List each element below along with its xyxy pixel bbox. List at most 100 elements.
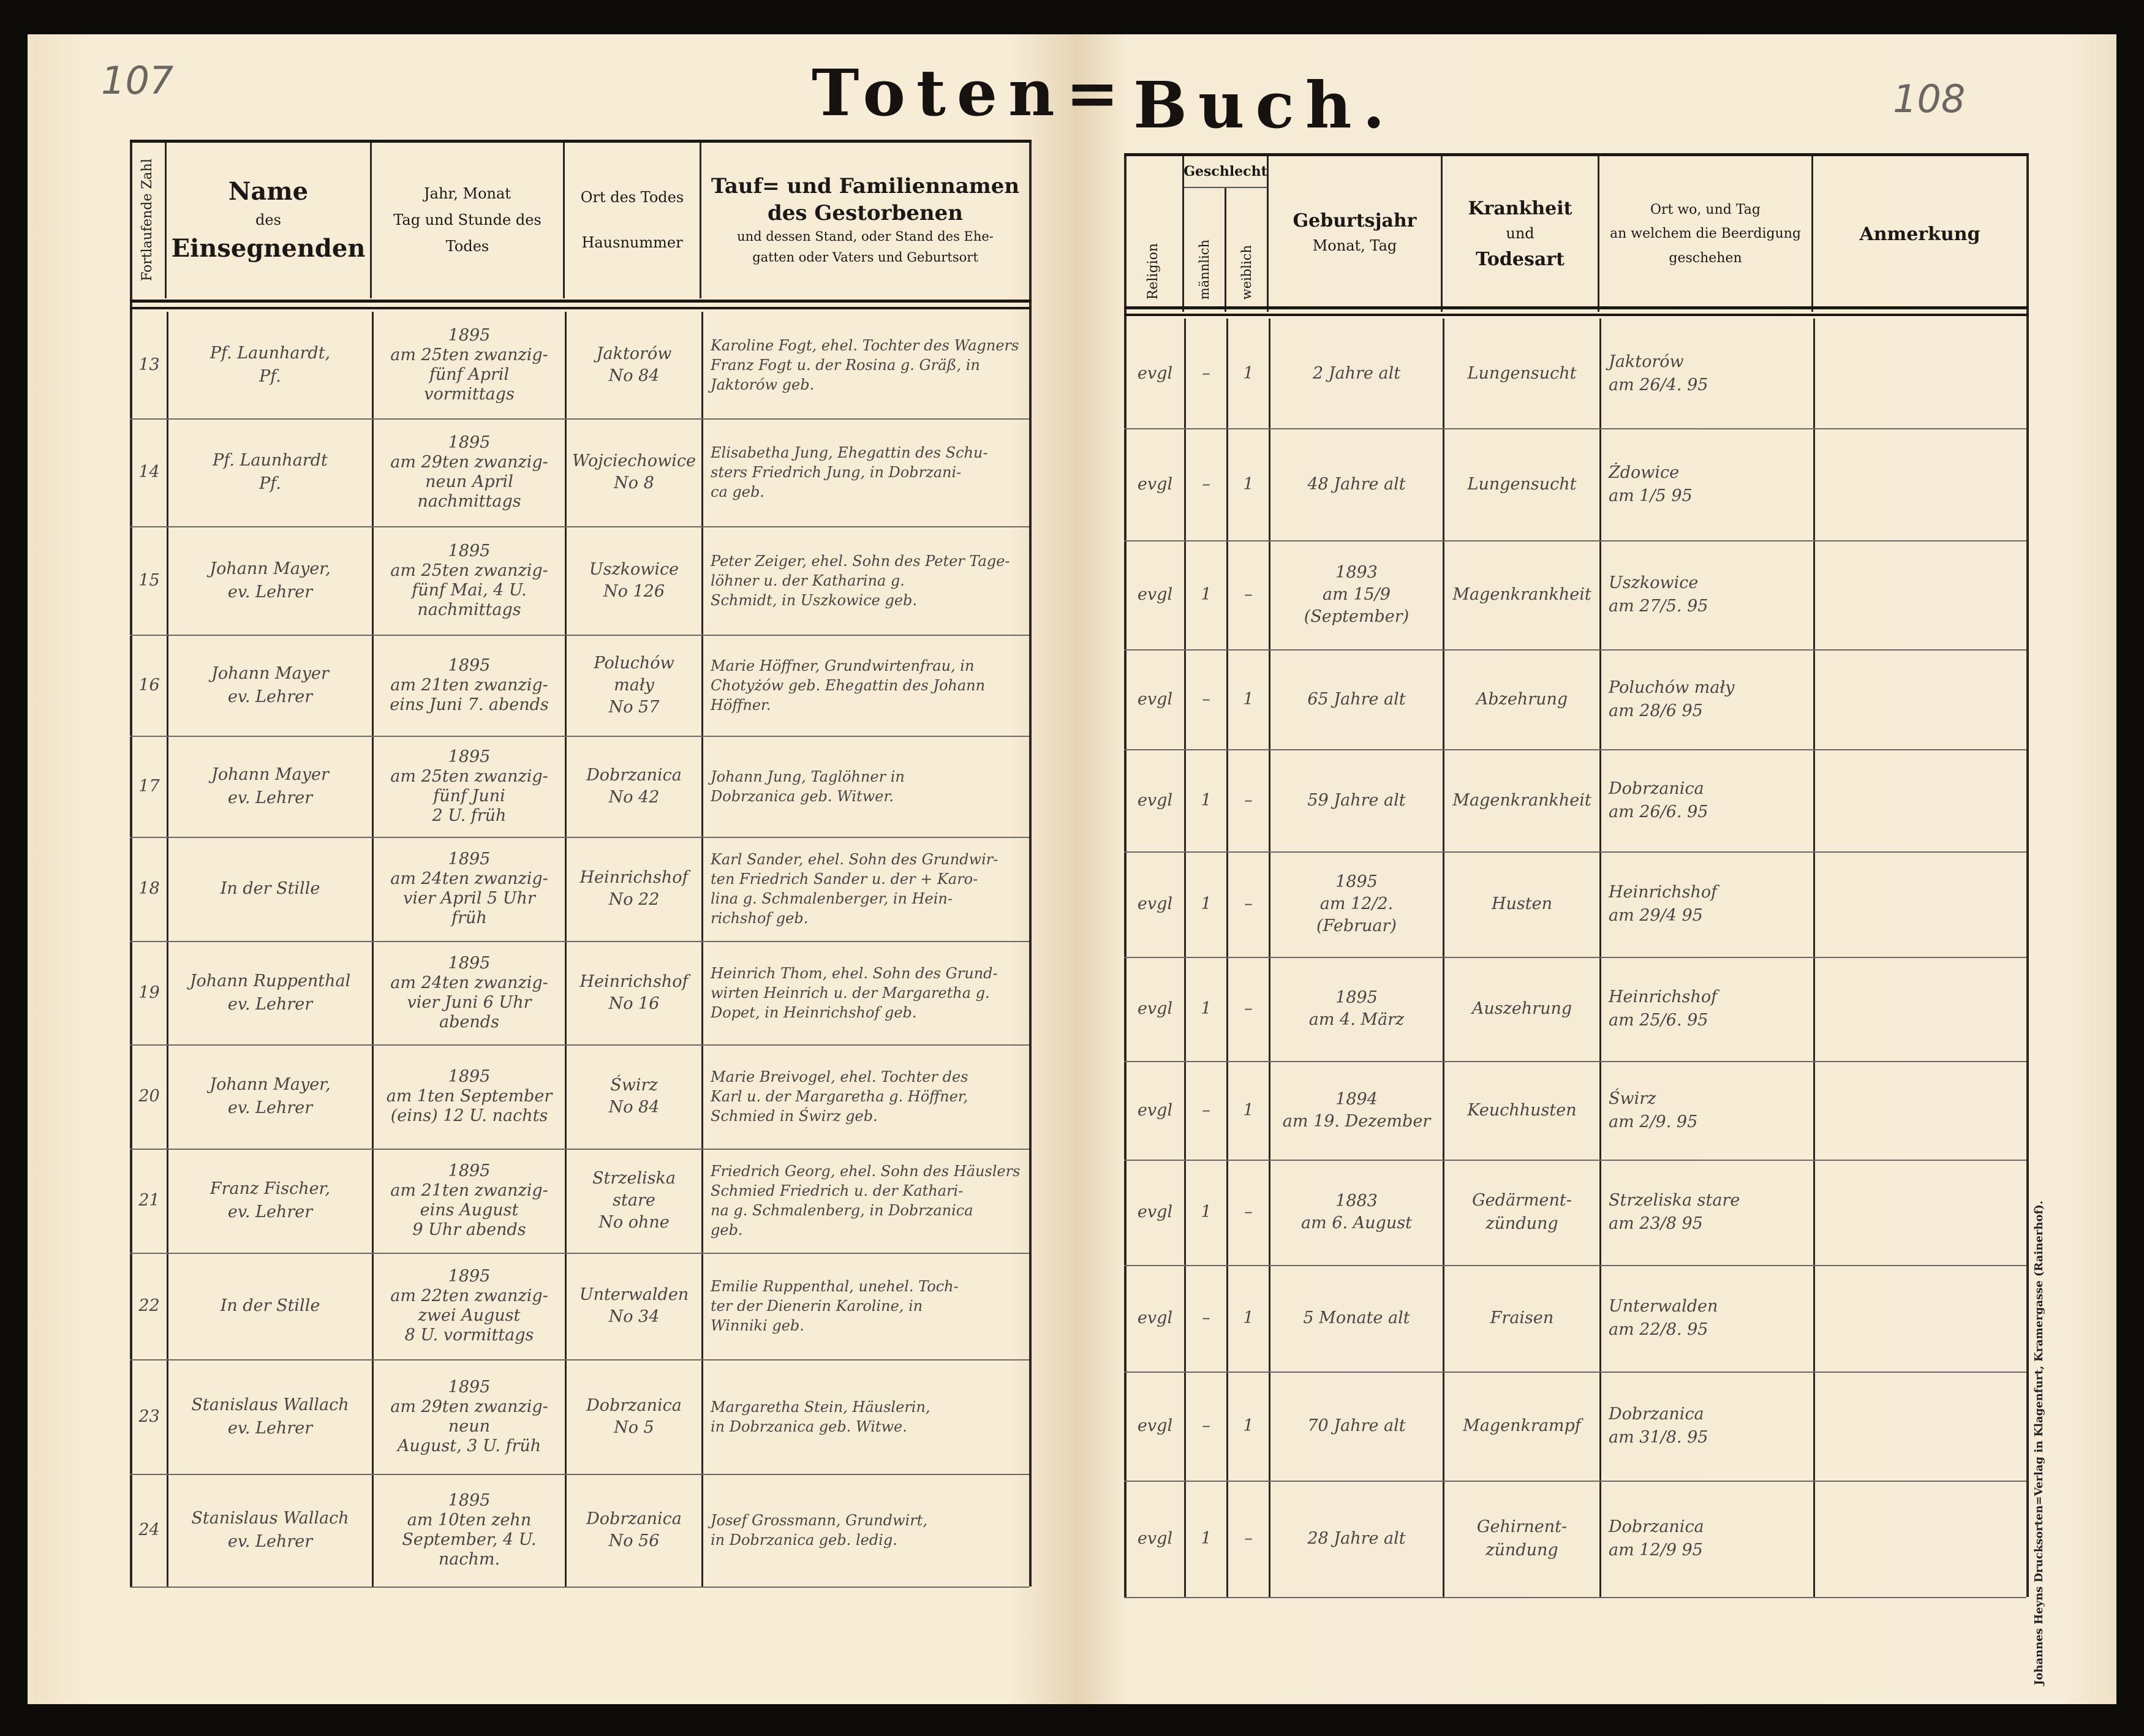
- entry-birth: 5 Monate alt: [1303, 1308, 1410, 1327]
- header-disease-label-2: und: [1506, 225, 1534, 243]
- header-place: Ort des Todes Hausnummer: [565, 142, 701, 298]
- entry-birth: 1894 am 19. Dezember: [1282, 1089, 1431, 1131]
- entry-religion: evgl: [1137, 1416, 1173, 1435]
- entry-female: –: [1244, 1202, 1253, 1221]
- entry-female: –: [1244, 790, 1253, 810]
- header-burial-label: Ort wo, und Tag an welchem die Beerdigun…: [1609, 202, 1801, 266]
- entry-birth: 1893 am 15/9 (September): [1304, 563, 1410, 626]
- header-date: Jahr, Monat Tag und Stunde des Todes: [372, 142, 565, 298]
- entry-place: Heinrichshof No 22: [579, 868, 689, 909]
- header-religion-label: Religion: [1146, 243, 1161, 300]
- entry-number: 24: [138, 1520, 160, 1539]
- entry-deceased: Karoline Fogt, ehel. Tochter des Wagners…: [711, 337, 1019, 393]
- left-table-border-left: [130, 140, 132, 1587]
- header-birth-label-2: Monat, Tag: [1312, 236, 1397, 254]
- entry-date: 1895 am 25ten zwanzig- fünf Mai, 4 U. na…: [390, 541, 548, 619]
- entry-burial: Unterwalden am 22/8. 95: [1609, 1297, 1718, 1339]
- entry-remark: [1815, 320, 2026, 426]
- entry-deceased: Margaretha Stein, Häuslerin, in Dobrzani…: [711, 1398, 930, 1435]
- entry-male: –: [1202, 1100, 1210, 1120]
- entry-male: 1: [1201, 1529, 1212, 1548]
- entry-deceased: Peter Zeiger, ehel. Sohn des Peter Tage-…: [711, 552, 1010, 609]
- entry-date: 1895 am 21ten zwanzig- eins Juni 7. aben…: [390, 655, 549, 714]
- entry-burial: Dobrzanica am 12/9 95: [1609, 1517, 1704, 1560]
- entry-birth: 2 Jahre alt: [1312, 363, 1401, 383]
- header-remark: Anmerkung: [1813, 156, 2026, 312]
- entry-number: 16: [138, 675, 160, 695]
- left-table-row-rule: [130, 1044, 1029, 1046]
- left-table-column-rule: [565, 312, 567, 1587]
- entry-deceased: Heinrich Thom, ehel. Sohn des Grund- wir…: [711, 964, 998, 1021]
- entry-burial: Dobrzanica am 31/8. 95: [1609, 1405, 1708, 1447]
- entry-disease: Keuchhusten: [1467, 1100, 1577, 1120]
- entry-female: –: [1244, 585, 1253, 604]
- entry-number: 20: [138, 1087, 160, 1106]
- entry-religion: evgl: [1137, 689, 1173, 709]
- left-table-top-rule: [130, 140, 1032, 143]
- entry-officiant: Stanislaus Wallach ev. Lehrer: [191, 1395, 349, 1438]
- entry-male: 1: [1201, 1202, 1212, 1221]
- entry-place: Dobrzanica No 42: [586, 765, 682, 807]
- entry-date: 1895 am 25ten zwanzig- fünf Juni 2 U. fr…: [390, 747, 548, 825]
- right-table-row-rule: [1124, 1597, 2026, 1598]
- header-deceased-label-1: Tauf= und Familiennamen: [711, 173, 1020, 198]
- entry-religion: evgl: [1137, 585, 1173, 604]
- entry-place: Dobrzanica No 5: [586, 1395, 682, 1437]
- left-table-row-rule: [130, 837, 1029, 838]
- right-page-number: 108: [1893, 77, 1966, 121]
- entry-religion: evgl: [1137, 363, 1173, 383]
- entry-remark: [1815, 1267, 2026, 1370]
- left-page: [28, 34, 1074, 1704]
- right-table-row-rule: [1124, 1061, 2026, 1062]
- entry-birth: 1895 am 4. März: [1308, 988, 1405, 1029]
- entry-remark: [1815, 542, 2026, 647]
- left-table-row-rule: [130, 1149, 1029, 1150]
- entry-birth: 65 Jahre alt: [1307, 689, 1406, 709]
- right-table-top-rule: [1124, 153, 2029, 156]
- entry-officiant: Pf. Launhardt, Pf.: [209, 344, 331, 386]
- right-title: Buch.: [1133, 67, 1396, 143]
- header-date-label: Jahr, Monat Tag und Stunde des Todes: [393, 184, 542, 255]
- entry-date: 1895 am 29ten zwanzig-neun August, 3 U. …: [390, 1377, 548, 1455]
- entry-female: 1: [1243, 1308, 1254, 1327]
- entry-deceased: Elisabetha Jung, Ehegattin des Schu- ste…: [711, 444, 988, 500]
- left-table-header-rule: [130, 300, 1032, 303]
- entry-religion: evgl: [1137, 1308, 1173, 1327]
- entry-disease: Husten: [1491, 894, 1552, 913]
- header-number: Fortlaufende Zahl: [130, 142, 167, 298]
- header-officiant-label-1: Name: [228, 176, 309, 206]
- entry-disease: Abzehrung: [1476, 689, 1568, 709]
- entry-burial: Dobrzanica am 26/6. 95: [1609, 779, 1708, 821]
- entry-officiant: Pf. Launhardt Pf.: [213, 451, 328, 493]
- entry-burial: Heinrichshof am 29/4 95: [1609, 883, 1718, 925]
- right-table-row-rule: [1124, 540, 2026, 542]
- entry-male: –: [1202, 1416, 1210, 1435]
- entry-disease: Lungensucht: [1467, 474, 1577, 494]
- entry-place: Unterwalden No 34: [579, 1285, 689, 1326]
- entry-date: 1895 am 24ten zwanzig- vier April 5 Uhr …: [390, 850, 548, 927]
- header-birth-label-1: Geburtsjahr: [1293, 209, 1417, 232]
- entry-disease: Gedärment- zündung: [1472, 1191, 1572, 1233]
- right-table-row-rule: [1124, 1481, 2026, 1482]
- entry-religion: evgl: [1137, 1100, 1173, 1120]
- entry-date: 1895 am 21ten zwanzig- eins August 9 Uhr…: [390, 1161, 548, 1239]
- entry-religion: evgl: [1137, 790, 1173, 810]
- entry-female: –: [1244, 894, 1253, 913]
- header-male-label: männlich: [1197, 239, 1212, 300]
- entry-date: 1895 am 25ten zwanzig- fünf April vormit…: [390, 326, 548, 404]
- entry-place: Dobrzanica No 56: [586, 1509, 682, 1550]
- entry-religion: evgl: [1137, 1202, 1173, 1221]
- left-table-row-rule: [130, 1474, 1029, 1475]
- entry-male: 1: [1201, 894, 1212, 913]
- entry-number: 13: [138, 355, 160, 374]
- header-officiant-label-2: des: [255, 211, 281, 228]
- entry-deceased: Johann Jung, Taglöhner in Dobrzanica geb…: [711, 768, 905, 805]
- entry-female: 1: [1243, 474, 1254, 494]
- entry-number: 23: [138, 1406, 160, 1426]
- entry-place: Uszkowice No 126: [589, 559, 679, 601]
- entry-disease: Lungensucht: [1467, 363, 1577, 383]
- entry-remark: [1815, 1063, 2026, 1158]
- left-table-border-right: [1029, 140, 1032, 1587]
- header-deceased-label-2: des Gestorbenen: [768, 200, 963, 225]
- header-disease: Krankheit und Todesart: [1443, 156, 1599, 312]
